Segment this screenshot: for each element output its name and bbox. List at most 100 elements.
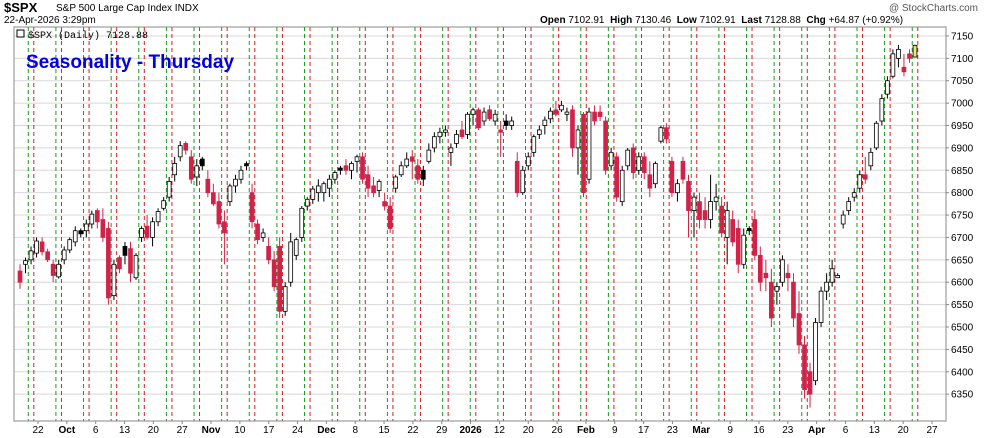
last-value: 7128.88: [764, 15, 801, 26]
candle-body: [244, 163, 249, 167]
open-value: 7102.91: [568, 15, 605, 26]
plot-frame: [13, 26, 947, 422]
candle-body: [343, 165, 349, 171]
x-axis: 22 Oct 6 13 20 27 Nov 10 17 24 Dec 8 15 22 29 2026 12 20 2…: [32, 421, 938, 436]
weekday-markers: [27, 27, 919, 421]
candle-body: [901, 66, 907, 73]
candle-body: [260, 232, 266, 238]
candle-body: [802, 344, 807, 391]
symbol: $SPX: [4, 0, 38, 15]
candle-body: [647, 174, 653, 189]
candle-body: [443, 129, 448, 133]
x-tick-label: Apr: [808, 425, 825, 436]
candle-body: [575, 129, 581, 149]
index-name-text: S&P 500 Large Cap Index: [56, 3, 173, 14]
candle-body: [669, 160, 675, 194]
candle-body: [166, 181, 172, 198]
candle-body: [752, 219, 758, 256]
candle-body: [437, 131, 443, 138]
candle-body: [658, 127, 664, 142]
candle-body: [255, 223, 260, 241]
last-label: Last: [741, 15, 762, 26]
x-tick-label: 6: [93, 425, 99, 436]
candle-body: [912, 45, 918, 58]
candle-body: [349, 163, 354, 171]
candle-body: [470, 109, 476, 115]
candle-body: [128, 248, 133, 274]
y-tick-label: 7150: [951, 31, 974, 42]
candle-body: [873, 122, 879, 149]
candle-body: [885, 80, 890, 95]
candle-body: [122, 245, 128, 256]
candle-body: [531, 136, 537, 153]
candle-body: [630, 147, 636, 173]
x-tick-label: 17: [263, 425, 275, 436]
candle-body: [338, 167, 343, 171]
y-tick-label: 6550: [951, 300, 974, 311]
x-tick-label: Mar: [692, 425, 710, 436]
candle-body: [277, 245, 282, 312]
candle-body: [415, 165, 421, 180]
candle-body: [216, 201, 222, 225]
candle-body: [514, 160, 520, 194]
candle-body: [796, 313, 802, 346]
candle-body: [840, 214, 846, 225]
high-value: 7130.46: [635, 15, 672, 26]
candle-body: [896, 48, 901, 59]
candle-body: [487, 109, 492, 120]
x-tick-label: 9: [612, 425, 618, 436]
x-tick-label: 23: [782, 425, 794, 436]
candle-body: [382, 201, 387, 207]
candle-body: [641, 156, 647, 173]
x-tick-label: 16: [753, 425, 765, 436]
candle-body: [492, 113, 498, 122]
x-tick-label: Dec: [317, 425, 336, 436]
candle-body: [227, 185, 233, 203]
candle-body: [61, 249, 67, 261]
x-tick-label: 20: [898, 425, 910, 436]
low-label: Low: [676, 15, 697, 26]
candle-body: [907, 53, 912, 59]
candle-body: [813, 322, 818, 382]
exchange: INDX: [174, 3, 199, 14]
candle-body: [133, 254, 139, 279]
candle-body: [785, 272, 791, 279]
candle-body: [387, 205, 393, 229]
candle-body: [763, 272, 769, 279]
low-value: 7102.91: [699, 15, 736, 26]
candle-body: [675, 183, 680, 194]
candle-body: [498, 129, 503, 133]
candle-body: [420, 169, 426, 180]
candle-body: [72, 230, 78, 243]
candle-body: [238, 169, 244, 180]
candle-body: [708, 201, 713, 220]
legend-swatch: [16, 29, 25, 38]
candle-body: [536, 129, 542, 135]
candle-body: [553, 109, 559, 115]
candle-body: [597, 111, 603, 117]
x-tick-label: Feb: [577, 425, 595, 436]
candle-body: [680, 160, 686, 180]
candle-body: [89, 213, 95, 225]
candle-body: [691, 196, 697, 211]
candle-body: [67, 239, 73, 251]
x-tick-label: 22: [32, 425, 44, 436]
candle-body: [155, 211, 161, 223]
candle-body: [454, 134, 459, 144]
candle-body: [327, 178, 332, 189]
candle-body: [724, 210, 730, 238]
candle-body: [45, 251, 50, 261]
x-tick-label: 12: [494, 425, 506, 436]
y-tick-label: 7000: [951, 99, 974, 110]
candle-body: [713, 196, 719, 203]
candle-body: [730, 219, 736, 243]
candle-body: [304, 198, 310, 207]
candle-body: [807, 371, 813, 395]
candle-body: [603, 120, 608, 171]
candle-body: [592, 111, 597, 122]
y-tick-label: 7100: [951, 54, 974, 65]
chg-value: +64.87 (+0.92%): [828, 15, 904, 26]
candle-body: [459, 129, 465, 138]
candle-body: [619, 169, 625, 203]
